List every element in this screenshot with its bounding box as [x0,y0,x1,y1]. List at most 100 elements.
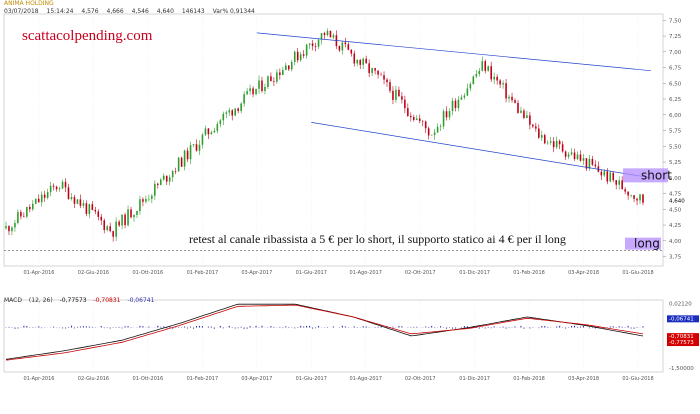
candle-body [311,43,314,46]
candle-body [442,111,445,127]
candle-body [606,171,609,182]
candle-body [267,76,269,87]
candle-body [189,145,192,160]
candle-body [389,82,391,91]
candle-body [609,172,612,182]
price-plot-frame [3,13,664,267]
candle-body [127,209,129,226]
candle-body [374,68,376,71]
candle-body [198,144,201,151]
short-zone-box [623,168,668,183]
price-x-tick-label: 02-Giu-2016 [78,270,109,276]
candle-body [523,110,525,118]
candle-body [192,144,195,146]
signal-line [5,304,644,361]
macd-x-tick-label: 02-Giu-2016 [78,376,109,382]
candle-body [186,150,189,160]
price-info-bar: 03/07/2018 15:14:24 4,576 4,666 4,546 4,… [4,8,261,15]
candle-body [157,183,159,185]
candle-body [421,120,424,122]
candle-body [329,30,332,38]
candle-body [76,199,79,204]
short-label: short [641,168,672,182]
candle-body [94,209,97,212]
candle-body [243,94,245,104]
price-y-tick-label: 7,50 [669,18,682,24]
candle-body [445,111,448,118]
candle-body [582,158,585,161]
candle-body [505,83,507,99]
candle-body [627,191,629,196]
candle-body [139,199,141,211]
candle-body [225,112,228,114]
candle-body [61,181,64,189]
candle-body [591,158,594,165]
candle-body [466,88,469,96]
candle-body [195,144,198,151]
candle-body [618,180,620,185]
price-y-tick-label: 4,25 [669,223,682,229]
candle-body [398,89,400,97]
candle-body [314,45,317,47]
macd-value-label: -0,70831 [669,334,694,340]
candle-body [615,180,618,185]
candle-body [457,99,460,109]
candle-body [64,181,67,188]
candle-body [118,221,120,226]
candle-body [585,158,588,169]
candle-body [201,134,204,145]
macd-x-tick-label: 01-Giu-2018 [622,376,653,382]
signal-value: -0,70831 [93,297,121,304]
candle-body [332,35,335,38]
candle-body [58,188,61,190]
candle-body [34,198,37,204]
candle-body [529,115,531,125]
candle-body [576,154,579,160]
candle-body [561,144,564,152]
price-x-tick-label: 03-Apr-2017 [241,270,272,276]
candle-body [639,194,641,201]
candle-body [249,88,251,92]
candle-body [573,152,576,160]
candle-body [407,108,409,116]
candle-body [305,44,308,56]
candle-body [532,124,534,127]
price-x-tick-label: 03-Apr-2018 [568,270,599,276]
candle-body [204,128,207,135]
hist-value: -0,06741 [127,297,155,304]
candle-body [412,117,415,120]
candle-body [17,212,19,224]
candle-body [20,212,22,217]
candle-body [88,204,91,214]
candle-body [368,63,370,74]
candle-body [159,179,162,185]
candle-body [410,115,412,118]
candle-body [508,96,510,99]
candle-body [350,49,353,54]
candle-body [433,132,436,135]
candle-body [142,199,144,202]
candle-body [67,187,70,199]
candle-body [588,158,591,169]
candle-body [55,186,58,190]
candle-body [546,142,549,144]
price-x-tick-label: 01-Giu-2017 [296,270,327,276]
price-y-tick-label: 5,50 [669,144,682,150]
macd-value-badge [667,339,699,347]
candle-body [543,135,546,144]
candle-body [287,65,290,70]
macd-value-badge [667,333,699,341]
candle-body [404,99,406,109]
long-label: long [634,237,660,251]
candle-body [359,59,362,65]
candle-body [478,70,481,75]
candle-body [326,30,329,36]
macd-params: (12, 26) [28,297,53,304]
candle-body [630,195,632,196]
candle-body [124,214,126,226]
candle-body [600,171,603,176]
candle-body [347,44,350,50]
candle-body [103,220,106,231]
candle-body [14,223,16,228]
